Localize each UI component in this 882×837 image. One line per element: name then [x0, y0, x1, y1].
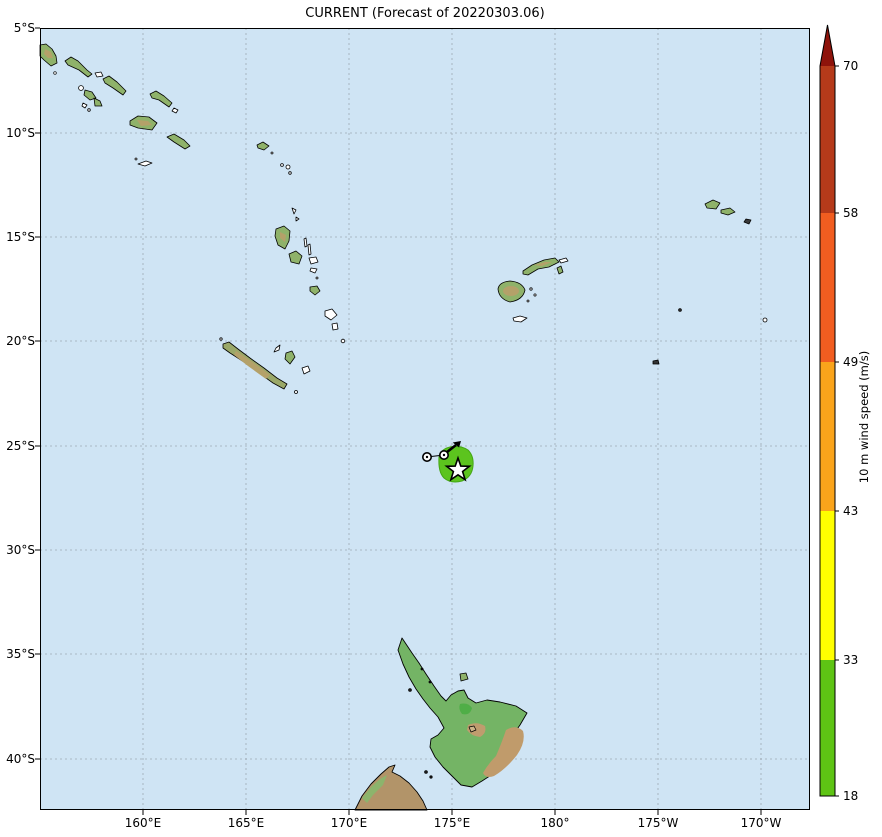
- x-axis-tick-label: 170°E: [330, 816, 368, 830]
- solomon-islands: [39, 43, 284, 167]
- x-axis-tick-label: 175°E: [433, 816, 471, 830]
- axis-ticks: [35, 27, 762, 815]
- colorbar-outline: [819, 24, 836, 797]
- x-axis-tick-label: 160°E: [124, 816, 162, 830]
- colorbar-tick-label: 33: [843, 653, 859, 667]
- y-axis-tick-label: 15°S: [6, 230, 35, 244]
- vanuatu: [274, 225, 346, 344]
- colorbar-segment: [820, 213, 835, 362]
- storm-past-position-marker: [421, 451, 432, 462]
- colorbar-segment: [820, 660, 835, 796]
- x-axis-tick-label: 175°W: [637, 816, 679, 830]
- map-frame: [40, 28, 810, 810]
- plot-title: CURRENT (Forecast of 20220303.06): [305, 6, 545, 21]
- y-axis-tick-label: 35°S: [6, 647, 35, 661]
- y-axis-tick-label: 40°S: [6, 752, 35, 766]
- y-axis-tick-label: 10°S: [6, 126, 35, 140]
- storm-past-position-marker: [438, 449, 449, 460]
- colorbar-segment: [820, 362, 835, 511]
- colorbar-tick-marks: [835, 65, 839, 797]
- new-zealand: [354, 637, 528, 811]
- y-axis-tick-label: 5°S: [13, 21, 35, 35]
- small-islands: [652, 308, 768, 365]
- map-canvas: [35, 27, 810, 815]
- colorbar-segment: [820, 66, 835, 213]
- colorbar: [819, 22, 844, 802]
- storm-motion-arrowhead: [452, 441, 461, 448]
- colorbar-tick-label: 70: [843, 59, 859, 73]
- y-axis-tick-label: 25°S: [6, 439, 35, 453]
- fiji: [497, 257, 569, 323]
- torres-banks-islands: [285, 164, 300, 222]
- colorbar-tick-label: 18: [843, 789, 859, 803]
- colorbar-tick-label: 49: [843, 355, 859, 369]
- x-axis-tick-label: 165°E: [227, 816, 265, 830]
- colorbar-segment: [820, 511, 835, 660]
- new-caledonia: [219, 337, 311, 394]
- storm-current-position-star: [444, 455, 472, 482]
- y-axis-tick-label: 20°S: [6, 334, 35, 348]
- colorbar-tick-label: 58: [843, 206, 859, 220]
- samoa: [704, 199, 752, 225]
- colorbar-tick-label: 43: [843, 504, 859, 518]
- x-axis-tick-label: 170°W: [740, 816, 782, 830]
- x-axis-tick-label: 180°: [540, 816, 570, 830]
- colorbar-axis-label: 10 m wind speed (m/s): [857, 350, 871, 484]
- y-axis-tick-label: 30°S: [6, 543, 35, 557]
- graticule: [40, 28, 810, 810]
- storm: [421, 441, 474, 483]
- colorbar-over-arrow: [820, 25, 835, 66]
